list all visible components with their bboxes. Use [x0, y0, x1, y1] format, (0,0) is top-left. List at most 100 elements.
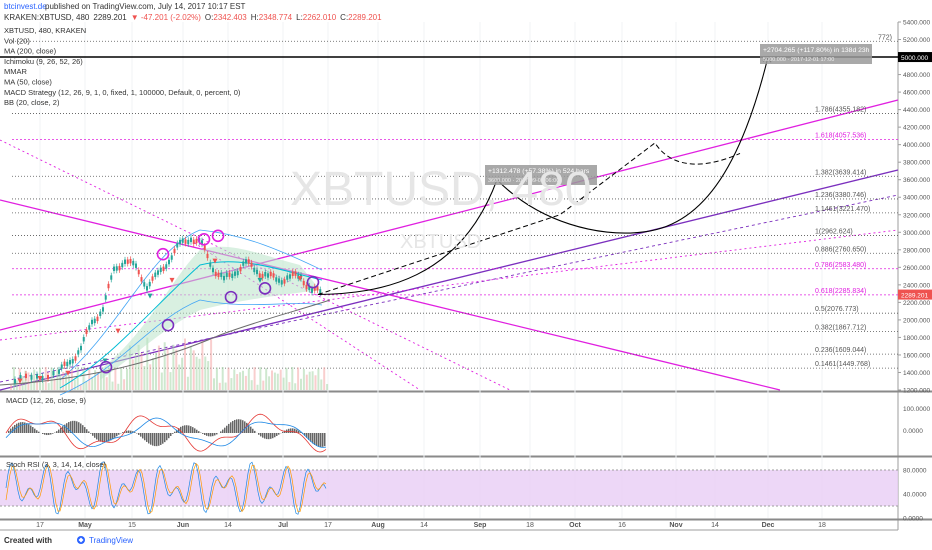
close-value: 2289.201 [348, 13, 382, 22]
volume-bar [44, 367, 47, 390]
macd-title: MACD (12, 26, close, 9) [6, 396, 87, 405]
footer-brand[interactable]: TradingView [89, 536, 133, 545]
macd-histogram-bar [258, 433, 260, 435]
ma200-line [0, 299, 331, 386]
footer-created: Created with [4, 536, 52, 545]
macd-histogram-bar [162, 433, 164, 444]
open-label: O: [205, 13, 213, 22]
last-price-tag [898, 289, 932, 300]
volume-bar [128, 345, 131, 390]
time-tick-label: Nov [669, 522, 682, 529]
volume-bar [326, 384, 329, 390]
macd-histogram-bar [92, 433, 94, 436]
price-tick-label: 3200.000 [903, 212, 930, 219]
candle-body [225, 272, 228, 278]
macd-histogram-bar [196, 429, 198, 433]
price-tick-label: 2200.000 [903, 300, 930, 307]
volume-bar [65, 371, 68, 390]
candle-body [308, 285, 311, 290]
macd-histogram-bar [86, 429, 88, 433]
watermark: XBTUSD, 480 [290, 163, 591, 216]
candle-body [118, 265, 121, 271]
candle-body [173, 248, 176, 254]
macd-histogram-bar [316, 433, 318, 447]
candle-body [264, 272, 267, 277]
candle-body [63, 361, 66, 366]
pivot-circle [211, 229, 225, 243]
candle-body [143, 282, 146, 287]
last-price: 2289.201 [93, 13, 127, 22]
candle-body [157, 270, 159, 275]
candle-body [267, 273, 269, 278]
volume-bar [300, 378, 302, 390]
volume-bar [76, 367, 79, 390]
macd-histogram-bar [236, 419, 238, 433]
candle-body [170, 255, 173, 260]
candle-body [319, 289, 322, 294]
candle-body [231, 273, 234, 279]
volume-bar [250, 380, 253, 390]
published-text: published on TradingView.com, July 14, 2… [45, 2, 246, 11]
candle-body [113, 266, 115, 271]
fib-label: 0.886(2760.650) [815, 246, 866, 253]
candle-body [316, 286, 319, 291]
volume-bar [314, 375, 317, 390]
macd-histogram-bar [194, 428, 196, 433]
macd-histogram-bar [254, 430, 256, 433]
macd-histogram-bar [278, 433, 280, 435]
macd-histogram-bar [148, 433, 150, 444]
volume-bar [79, 384, 82, 390]
volume-bar [221, 367, 224, 390]
stoch-d-line [5, 462, 327, 514]
volume-bar [247, 368, 250, 390]
candle-body [135, 263, 137, 268]
candle-body [58, 369, 60, 374]
candle-body [66, 361, 69, 367]
volume-bar [97, 372, 99, 390]
macd-histogram-bar [116, 433, 118, 437]
macd-histogram-bar [44, 433, 46, 435]
volume-bar [215, 367, 218, 390]
volume-bar [12, 367, 15, 390]
volume-bar [210, 339, 213, 390]
macd-histogram-bar [262, 433, 264, 438]
macd-histogram-bar [8, 430, 10, 433]
macd-histogram-bar [32, 427, 34, 433]
pivot-circle [258, 282, 272, 295]
target-price-tag [898, 52, 932, 63]
macd-histogram-bar [204, 433, 206, 436]
indicator-label: Vol (20) [4, 36, 30, 45]
macd-histogram-bar [222, 429, 224, 433]
time-tick-label: Jul [278, 522, 288, 529]
candle-body [99, 311, 102, 316]
macd-histogram-bar [274, 433, 276, 438]
volume-bar [157, 345, 160, 390]
price-tick-label: 3600.000 [903, 177, 930, 184]
macd-histogram-bar [100, 433, 102, 442]
macd-histogram-bar [130, 430, 132, 433]
signal-arrow [297, 276, 303, 282]
volume-bar [282, 377, 285, 390]
volume-bar [239, 372, 242, 390]
publisher-link[interactable]: btcinvest.de [4, 2, 47, 11]
volume-bar [149, 364, 152, 390]
macd-histogram-bar [110, 433, 112, 441]
volume-bar [213, 378, 215, 390]
volume-bar [271, 370, 273, 390]
macd-histogram-bar [112, 433, 114, 440]
candle-body [102, 307, 104, 312]
measure-subtext: 3600.000 · 2017-09-05 06:00 [488, 178, 559, 184]
volume-bar [146, 337, 149, 390]
volume-bar [33, 369, 36, 390]
candle-body [234, 271, 236, 276]
open-value: 2342.403 [213, 13, 247, 22]
volume-bar [15, 380, 18, 390]
fib-label: 0.1461(1449.768) [815, 361, 870, 368]
candle-body [69, 360, 71, 365]
price-tick-label: 2400.000 [903, 282, 930, 289]
macd-histogram-bar [202, 433, 204, 434]
candle-body [162, 266, 165, 272]
macd-histogram-bar [268, 433, 270, 440]
volume-bar [294, 383, 297, 390]
